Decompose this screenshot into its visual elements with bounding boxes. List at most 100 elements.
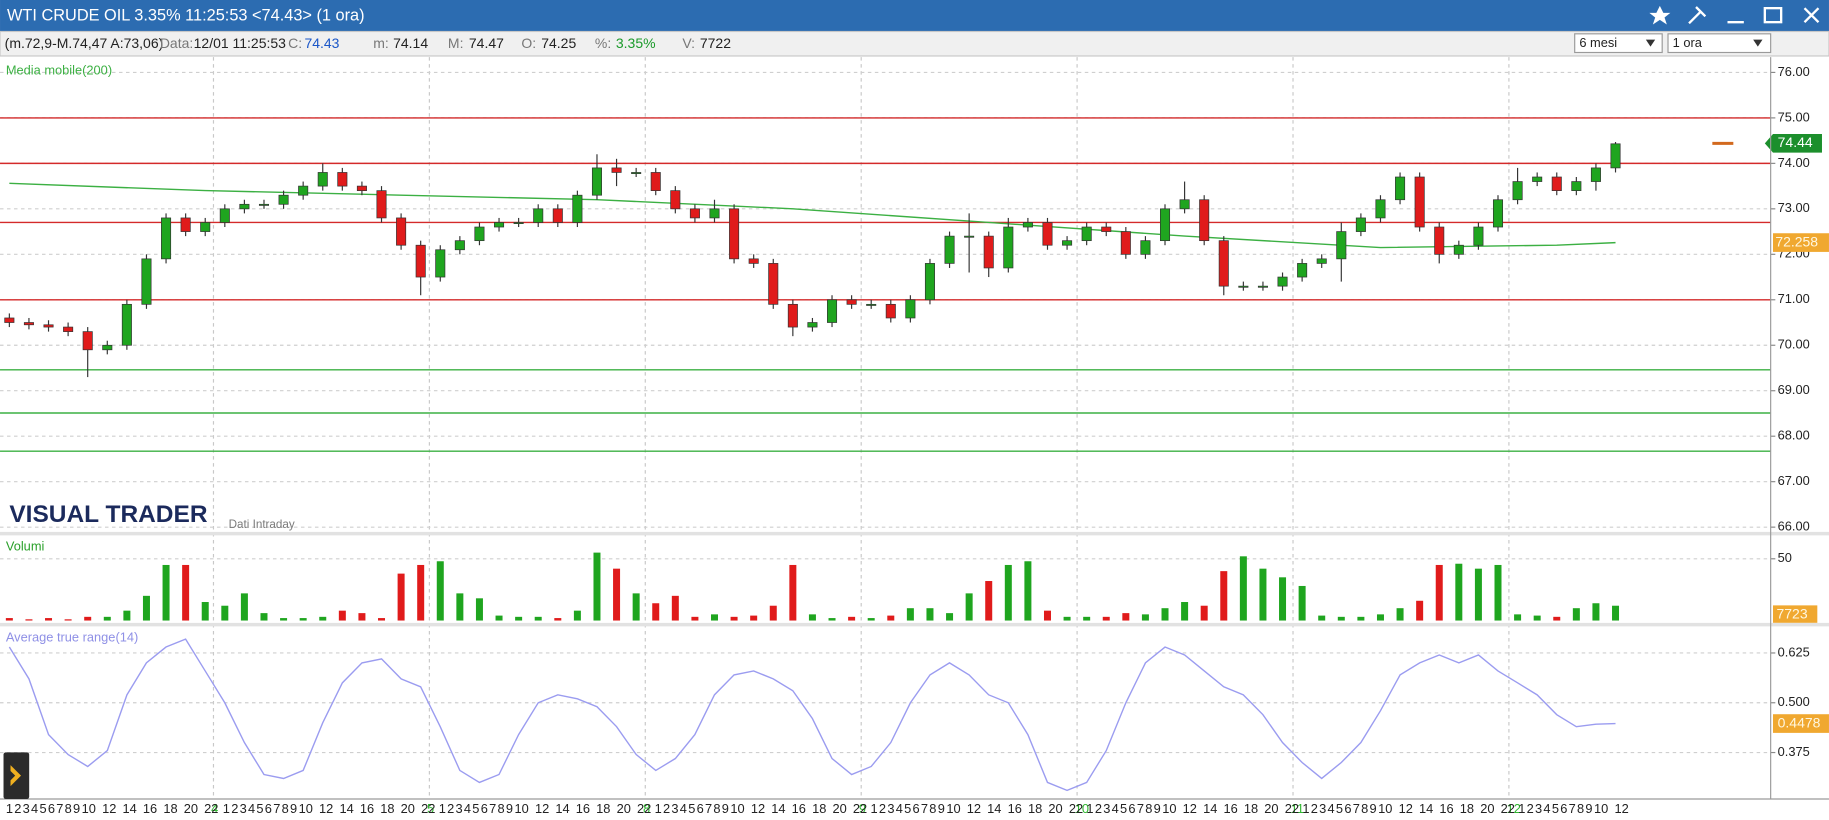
candle-body [102, 344, 113, 351]
x-hour-label: 4 [464, 801, 471, 816]
x-hour-label: 1 [1518, 801, 1525, 816]
y-tick-label: 69.00 [1778, 382, 1810, 397]
y-tick-label: 67.00 [1778, 473, 1810, 488]
volume-bar [1572, 608, 1580, 621]
volume-bar [534, 616, 542, 621]
atr-line [8, 638, 1616, 792]
candle-body [63, 326, 74, 332]
candle-body [964, 235, 975, 238]
x-hour-label: 6 [913, 801, 920, 816]
favorite-button[interactable] [1649, 5, 1671, 25]
candle-body [689, 208, 700, 219]
interval-select[interactable] [1667, 33, 1772, 54]
volume-bar [593, 552, 601, 621]
volume-bar [260, 613, 268, 621]
x-hour-label: 14 [1419, 801, 1433, 816]
volume-bar [338, 610, 346, 621]
panel-separator [0, 531, 1829, 536]
candle-body [729, 208, 740, 260]
x-hour-label: 20 [401, 801, 415, 816]
candle-body [23, 322, 34, 326]
x-hour-label: 7 [1569, 801, 1576, 816]
x-hour-label: 5 [688, 801, 695, 816]
x-hour-label: 3 [456, 801, 463, 816]
volume-bar [1122, 613, 1130, 621]
x-hour-label: 9 [938, 801, 945, 816]
y-tick-label: 70.00 [1778, 337, 1810, 352]
close-button[interactable] [1803, 7, 1820, 23]
x-hour-label: 16 [1439, 801, 1453, 816]
x-hour-label: 9 [1154, 801, 1161, 816]
x-hour-label: 2 [879, 801, 886, 816]
candle-body [474, 226, 485, 242]
candle-body [709, 208, 720, 219]
volume-bar [280, 618, 288, 621]
x-hour-label: 9 [73, 801, 80, 816]
x-hour-label: 4 [1112, 801, 1119, 816]
x-hour-label: 9 [1370, 801, 1377, 816]
x-hour-label: 8 [929, 801, 936, 816]
candle-body [435, 249, 446, 278]
x-hour-label: 22 [1069, 801, 1083, 816]
x-hour-label: 2 [1527, 801, 1534, 816]
candle-body [983, 235, 994, 269]
info-label: O: [521, 35, 536, 51]
candle-body [1551, 176, 1562, 191]
volume-bar [730, 616, 738, 621]
info-value: 12/01 11:25:53 [194, 35, 287, 51]
volume-bar [1612, 605, 1620, 621]
volume-bar [1396, 608, 1404, 621]
tools-button[interactable] [1688, 6, 1707, 25]
x-hour-label: 8 [713, 801, 720, 816]
candle-body [513, 222, 524, 224]
x-hour-label: 7 [921, 801, 928, 816]
candle-body [591, 167, 602, 196]
x-hour-label: 12 [102, 801, 116, 816]
x-hour-label: 1 [439, 801, 446, 816]
volume-bar [358, 613, 366, 621]
candle-body [1610, 143, 1621, 169]
candle-body [807, 322, 818, 328]
candle-body [1316, 258, 1327, 264]
volume-bar [671, 595, 679, 621]
volume-bar [240, 593, 248, 621]
volume-bar [64, 619, 72, 621]
x-hour-label: 16 [792, 801, 806, 816]
volume-bar [299, 618, 307, 621]
x-hour-label: 22 [1501, 801, 1515, 816]
volume-badge [1772, 605, 1818, 623]
volume-bar [632, 593, 640, 621]
x-hour-label: 12 [1399, 801, 1413, 816]
x-day-label: 8 [643, 801, 650, 816]
x-hour-label: 10 [730, 801, 744, 816]
volume-bar [1298, 585, 1306, 621]
volume-bar [319, 616, 327, 621]
period-select[interactable] [1574, 33, 1663, 54]
volume-bar [1514, 614, 1522, 621]
volume-bar [397, 573, 405, 621]
candle-body [141, 258, 152, 305]
x-day-label: 11 [1291, 801, 1304, 816]
candle-body [846, 299, 857, 305]
candle-body [161, 217, 172, 260]
candle-body [1453, 244, 1464, 255]
candle-body [1434, 226, 1445, 255]
info-value: 74.14 [393, 35, 428, 51]
candle-body [1571, 181, 1582, 191]
x-hour-label: 5 [472, 801, 479, 816]
volume-bar [965, 593, 973, 621]
x-hour-label: 10 [1594, 801, 1608, 816]
x-hour-label: 1 [871, 801, 878, 816]
maximize-button[interactable] [1763, 6, 1783, 24]
candle-body [1218, 240, 1229, 287]
candle-body [1159, 208, 1171, 242]
candle-body [494, 222, 505, 228]
candle-body [748, 258, 759, 264]
x-hour-label: 20 [617, 801, 631, 816]
candle-body [1257, 285, 1268, 288]
volume-title: Volumi [6, 538, 45, 553]
candle-body [1297, 263, 1308, 278]
y-tick-label: 71.00 [1778, 291, 1810, 306]
volume-bar [848, 616, 856, 621]
